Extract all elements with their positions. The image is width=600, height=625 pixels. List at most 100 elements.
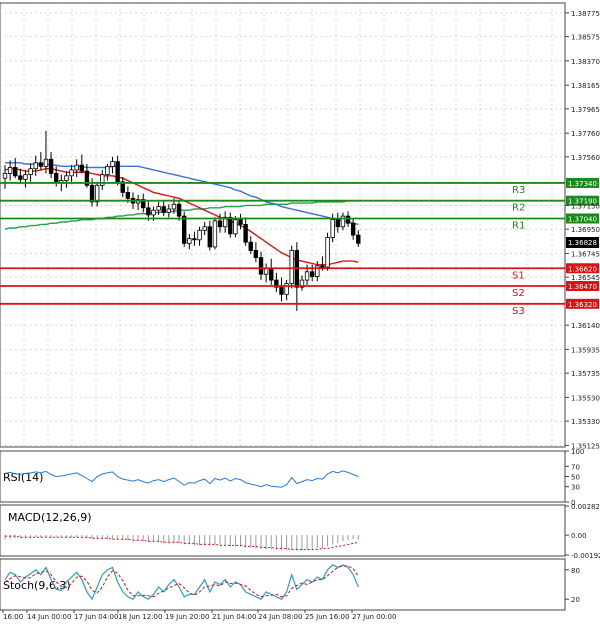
candle-body-down [125,192,131,199]
price-tick-label: 1.36745 [571,250,600,258]
candle-body-up [74,164,79,171]
price-tick-label: 1.35935 [571,346,600,354]
level-price-box [566,263,599,274]
candle-body-down [38,162,44,167]
time-tick-label: 16:00 [3,613,23,621]
time-tick-label: 24 Jun 08:00 [258,613,302,621]
price-tick-label: 1.38775 [571,10,600,18]
time-tick-label: 14 Jun 00:00 [27,613,71,621]
candle-body-up [23,174,28,180]
candle [217,213,223,233]
time-tick-label: 19 Jun 20:00 [165,613,209,621]
price-tick-label: 1.37965 [571,106,600,114]
price-tick-label: 1.36140 [571,322,600,330]
level-price-label: 1.37340 [568,180,597,188]
level-price-box [566,298,599,309]
candle-body-down [176,203,182,217]
price-tick-label: 1.35530 [571,394,600,402]
candle-body-down [269,267,274,281]
stoch-k-line [4,564,359,601]
candle-body-up [299,279,305,288]
candle-body-up [94,184,100,203]
candle-body-down [207,226,212,248]
candle [207,220,212,251]
level-name-s3: S3 [512,306,525,317]
candle [69,165,74,182]
candle-body-up [7,167,13,174]
panel-tick-label: 80 [571,567,580,575]
candle-body-up [222,216,228,228]
panel-tick-label: 0.00 [571,532,587,540]
candle [243,217,248,246]
candle [192,231,197,246]
candle [212,217,218,250]
price-tick-label: 1.36950 [571,226,600,234]
candle [258,251,264,281]
candle-body-down [54,173,59,184]
candle-body-down [192,238,197,241]
candle-body-down [228,216,233,235]
candle [269,258,274,285]
candle [315,261,320,282]
candle [274,272,279,292]
candle-body-down [141,199,146,209]
candle-body-up [212,220,218,248]
candle-body-down [309,271,315,277]
candlestick-series [2,130,361,311]
panel-tick-label: 50 [571,474,580,482]
level-price-label: 1.36320 [568,301,597,309]
ma-green-line [4,199,359,230]
candle [166,204,172,218]
candle-body-up [110,161,115,167]
candle-body-up [28,168,33,176]
candle-body-up [325,237,330,268]
level-name-r2: R2 [512,203,525,214]
candle [335,212,340,233]
ma-red-line [4,167,359,266]
candle-body-up [156,206,161,211]
candle [228,212,233,238]
candle [202,222,207,236]
candle [356,230,361,247]
candle [197,226,202,246]
candle-body-up [100,174,105,186]
price-tick-label: 1.37560 [571,154,600,162]
level-price-label: 1.36620 [568,265,597,273]
level-name-s2: S2 [512,288,525,299]
price-tick-label: 1.35330 [571,418,600,426]
candle [64,171,69,188]
rsi-panel: RSI(14) 100 70 50 30 0 [3,448,584,507]
candle [7,160,13,181]
level-name-r1: R1 [512,220,525,231]
candle-body-down [350,222,356,236]
panel-tick-label: -0.001929 [571,552,600,560]
candle-body-up [315,265,320,277]
grid-lines [0,4,565,446]
candle-body-down [335,219,340,228]
candle-body-up [284,283,289,295]
candle-body-up [171,203,177,210]
price-tick-label: 1.37760 [571,130,600,138]
candle-body-down [248,241,253,251]
candle-body-up [69,169,74,177]
panel-tick-label: 30 [571,484,580,492]
time-tick-label: 21 Jun 04:00 [212,613,256,621]
current-price-label: 1.36828 [568,239,597,247]
price-tick-label: 1.36545 [571,274,600,282]
macd-label: MACD(12,26,9) [8,511,92,524]
macd-signal-line [5,535,359,550]
candle [325,232,330,271]
candle [161,200,166,217]
candle [120,177,125,198]
candle-body-up [151,209,156,216]
candle [43,130,49,174]
candle-body-down [356,234,361,244]
rsi-line [4,470,359,488]
candle-body-up [2,173,8,179]
panel-tick-label: 70 [571,463,580,471]
candle [309,264,315,282]
level-name-s1: S1 [512,270,525,281]
level-price-label: 1.37190 [568,198,597,206]
candle [13,158,18,179]
level-price-box [566,281,599,292]
